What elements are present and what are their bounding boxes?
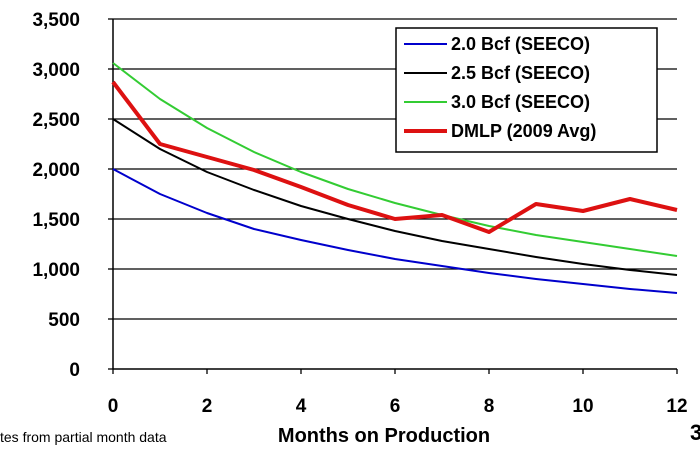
x-tick-label: 8: [484, 396, 495, 417]
series-lines: [111, 62, 678, 294]
y-tick-label: 0: [69, 360, 80, 381]
x-tick-label: 10: [572, 396, 593, 417]
y-tick-label: 2,000: [32, 160, 80, 181]
legend: 2.0 Bcf (SEECO) 2.5 Bcf (SEECO) 3.0 Bcf (S…: [395, 27, 658, 153]
axes: [108, 18, 678, 374]
legend-label: 2.0 Bcf (SEECO): [451, 34, 590, 54]
y-tick-label: 500: [48, 310, 80, 331]
legend-label: 2.5 Bcf (SEECO): [451, 63, 590, 83]
y-tick-label: 3,500: [32, 10, 80, 31]
y-tick-label: 1,500: [32, 210, 80, 231]
legend-label: 3.0 Bcf (SEECO): [451, 92, 590, 112]
x-tick-label: 0: [108, 396, 119, 417]
page-number: 3: [690, 420, 700, 445]
series-line: [111, 80, 678, 234]
x-tick-label: 12: [666, 396, 687, 417]
x-tick-labels: 0 2 4 6 8 10 12: [108, 396, 688, 417]
y-tick-label: 1,000: [32, 260, 80, 281]
y-tick-labels: 0 500 1,000 1,500 2,000 2,500 3,000 3,500: [32, 10, 80, 381]
series-line: [112, 62, 678, 257]
x-axis-label: Months on Production: [278, 425, 490, 447]
legend-label: DMLP (2009 Avg): [451, 121, 596, 141]
y-tick-label: 2,500: [32, 110, 80, 131]
y-tick-label: 3,000: [32, 60, 80, 81]
footnote-text: tes from partial month data: [0, 429, 167, 445]
x-tick-label: 4: [296, 396, 307, 417]
x-tick-label: 2: [202, 396, 213, 417]
series-line: [112, 168, 678, 294]
x-tick-label: 6: [390, 396, 401, 417]
series-line: [112, 118, 678, 276]
